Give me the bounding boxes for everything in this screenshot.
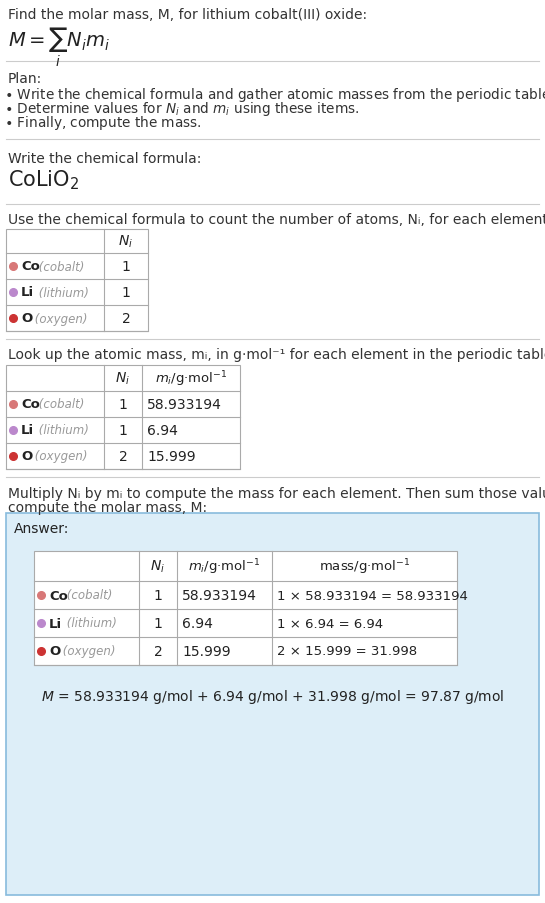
- Text: $\bullet$ Write the chemical formula and gather atomic masses from the periodic : $\bullet$ Write the chemical formula and…: [4, 86, 545, 104]
- Text: Look up the atomic mass, mᵢ, in g·mol⁻¹ for each element in the periodic table:: Look up the atomic mass, mᵢ, in g·mol⁻¹ …: [8, 348, 545, 361]
- Text: 1: 1: [154, 617, 162, 630]
- Text: 58.933194: 58.933194: [182, 589, 257, 602]
- Text: 1: 1: [154, 589, 162, 602]
- Text: 2: 2: [119, 450, 128, 463]
- Text: O: O: [21, 450, 32, 463]
- Text: 1: 1: [119, 397, 128, 412]
- Text: Find the molar mass, M, for lithium cobalt(III) oxide:: Find the molar mass, M, for lithium coba…: [8, 8, 367, 22]
- Text: (cobalt): (cobalt): [35, 260, 84, 274]
- Text: 6.94: 6.94: [147, 424, 178, 438]
- Text: 1: 1: [122, 260, 130, 274]
- Text: O: O: [49, 645, 60, 657]
- Text: (cobalt): (cobalt): [63, 589, 112, 601]
- Text: (oxygen): (oxygen): [31, 312, 88, 325]
- Text: 15.999: 15.999: [147, 450, 196, 463]
- Text: $m_i$/g·mol$^{-1}$: $m_i$/g·mol$^{-1}$: [188, 556, 261, 576]
- Text: Co: Co: [49, 589, 68, 601]
- Text: 2: 2: [122, 312, 130, 326]
- Bar: [6, 229, 148, 331]
- Text: 58.933194: 58.933194: [147, 397, 222, 412]
- Bar: [6, 366, 240, 470]
- Text: $M = \sum_i N_i m_i$: $M = \sum_i N_i m_i$: [8, 26, 110, 69]
- Text: Li: Li: [21, 424, 34, 437]
- Text: compute the molar mass, M:: compute the molar mass, M:: [8, 500, 207, 515]
- Text: 2: 2: [154, 644, 162, 658]
- Text: 6.94: 6.94: [182, 617, 213, 630]
- Text: 1: 1: [122, 285, 130, 300]
- Text: 1: 1: [119, 424, 128, 438]
- Text: mass/g·mol$^{-1}$: mass/g·mol$^{-1}$: [319, 556, 410, 576]
- Bar: [6, 514, 539, 895]
- Text: Co: Co: [21, 260, 40, 274]
- Text: (lithium): (lithium): [35, 286, 89, 299]
- Text: (cobalt): (cobalt): [35, 398, 84, 411]
- Text: Write the chemical formula:: Write the chemical formula:: [8, 152, 201, 166]
- Text: $N_i$: $N_i$: [150, 558, 166, 574]
- Text: $M$ = 58.933194 g/mol + 6.94 g/mol + 31.998 g/mol = 97.87 g/mol: $M$ = 58.933194 g/mol + 6.94 g/mol + 31.…: [41, 687, 504, 705]
- Text: 2 × 15.999 = 31.998: 2 × 15.999 = 31.998: [277, 645, 417, 657]
- Text: 1 × 6.94 = 6.94: 1 × 6.94 = 6.94: [277, 617, 383, 629]
- Text: Use the chemical formula to count the number of atoms, Nᵢ, for each element:: Use the chemical formula to count the nu…: [8, 213, 545, 227]
- Text: $m_i$/g·mol$^{-1}$: $m_i$/g·mol$^{-1}$: [155, 368, 227, 388]
- Text: (lithium): (lithium): [63, 617, 117, 629]
- Text: $N_i$: $N_i$: [118, 234, 134, 250]
- Text: $\bullet$ Finally, compute the mass.: $\bullet$ Finally, compute the mass.: [4, 114, 202, 132]
- Text: (oxygen): (oxygen): [31, 450, 88, 463]
- Text: Li: Li: [21, 286, 34, 299]
- Text: $\mathrm{CoLiO_2}$: $\mathrm{CoLiO_2}$: [8, 168, 79, 191]
- Text: Answer:: Answer:: [14, 521, 69, 535]
- Text: 1 × 58.933194 = 58.933194: 1 × 58.933194 = 58.933194: [277, 589, 468, 601]
- Text: Plan:: Plan:: [8, 72, 43, 86]
- Text: $N_i$: $N_i$: [116, 370, 130, 386]
- Text: 15.999: 15.999: [182, 644, 231, 658]
- Text: Co: Co: [21, 398, 40, 411]
- Text: (lithium): (lithium): [35, 424, 89, 437]
- Text: O: O: [21, 312, 32, 325]
- Text: Multiply Nᵢ by mᵢ to compute the mass for each element. Then sum those values to: Multiply Nᵢ by mᵢ to compute the mass fo…: [8, 487, 545, 500]
- Bar: [34, 552, 457, 666]
- Text: (oxygen): (oxygen): [59, 645, 116, 657]
- Text: Li: Li: [49, 617, 62, 629]
- Text: $\bullet$ Determine values for $N_i$ and $m_i$ using these items.: $\bullet$ Determine values for $N_i$ and…: [4, 100, 360, 118]
